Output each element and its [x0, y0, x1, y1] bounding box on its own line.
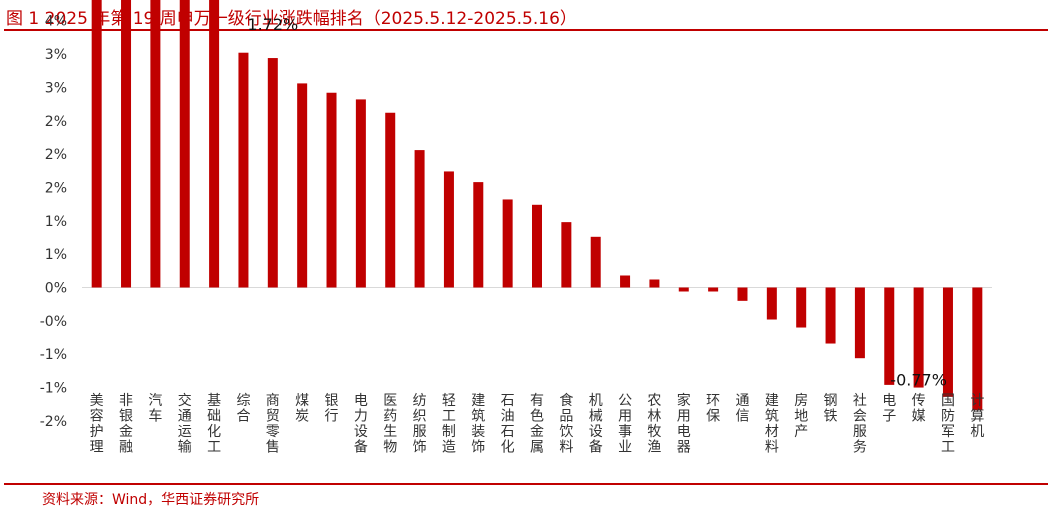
bar-10: [355, 99, 366, 288]
bar-24: [766, 287, 777, 320]
category-label: 轻工制造: [442, 393, 456, 456]
y-tick-label: 2%: [45, 114, 67, 130]
category-label: 医药生物: [383, 393, 397, 456]
bar-12: [414, 150, 425, 288]
source-note: 资料来源：Wind，华西证券研究所: [42, 492, 260, 508]
bar-20: [649, 279, 660, 288]
category-label: 交通运输: [178, 392, 192, 456]
bar-31: [972, 287, 983, 411]
bar-15: [502, 199, 513, 288]
category-label: 煤炭: [295, 393, 309, 425]
bar-27: [854, 287, 865, 359]
bar-9: [326, 92, 337, 288]
category-label: 环保: [706, 393, 720, 425]
bar-1: [91, 0, 102, 288]
y-tick-label: -0%: [40, 314, 67, 330]
category-label: 食品饮料: [559, 392, 573, 456]
category-label: 电子: [882, 393, 896, 425]
bar-13: [443, 171, 454, 288]
bar-4: [179, 0, 190, 288]
y-tick-label: 2%: [45, 147, 67, 163]
bar-17: [561, 222, 572, 288]
bar-3: [150, 0, 161, 288]
y-tick-label: -1%: [40, 347, 67, 363]
bar-29: [913, 287, 924, 388]
y-tick-label: 0%: [45, 281, 67, 297]
bar-19: [620, 275, 631, 288]
bar-7: [267, 58, 278, 288]
category-label: 基础化工: [207, 392, 221, 456]
category-label: 农林牧渔: [647, 393, 661, 456]
bar-18: [590, 236, 601, 288]
category-label: 建筑材料: [765, 393, 779, 456]
category-label: 石油石化: [501, 393, 515, 456]
y-tick-label: 3%: [45, 47, 67, 63]
data-label: -0.77%: [890, 371, 947, 390]
category-label: 美容护理: [90, 393, 104, 456]
bar-25: [796, 287, 807, 328]
y-tick-label: 1%: [45, 214, 67, 230]
y-axis-ticks: -2% -1% -1% -0% 0% 1% 1% 2% 2% 2% 3% 3% 4%: [40, 14, 67, 430]
category-label: 商贸零售: [266, 393, 280, 456]
category-label: 房地产: [794, 393, 808, 440]
bar-26: [825, 287, 836, 344]
bar-23: [737, 287, 748, 301]
category-label: 机械设备: [589, 393, 603, 456]
bar-14: [473, 182, 484, 288]
bar-6: [238, 52, 249, 288]
category-label: 电力设备: [354, 393, 368, 456]
category-label: 公用事业: [618, 393, 632, 456]
bars: [91, 0, 983, 411]
category-label: 钢铁: [824, 393, 838, 425]
y-tick-label: 3%: [45, 80, 67, 96]
bar-16: [532, 204, 542, 288]
bar-28: [884, 287, 895, 385]
bar-5: [209, 0, 220, 288]
category-label: 计算机: [970, 393, 984, 440]
bottom-divider: [4, 483, 1048, 485]
category-label: 综合: [236, 393, 250, 425]
category-label: 传媒: [912, 393, 926, 425]
y-tick-label: -2%: [40, 414, 67, 430]
figure-title: 图 1 2025 年第 19 周申万一级行业涨跌幅排名（2025.5.12-20…: [6, 9, 577, 29]
category-label: 建筑装饰: [471, 393, 485, 456]
category-label: 非银金融: [119, 393, 133, 456]
bar-8: [297, 83, 308, 288]
category-label: 银行: [325, 393, 339, 425]
bar-30: [942, 287, 953, 397]
category-label: 通信: [735, 393, 749, 425]
bar-2: [121, 0, 132, 288]
y-tick-label: 1%: [45, 247, 67, 263]
y-tick-label: -1%: [40, 381, 67, 397]
category-label: 国防军工: [941, 393, 955, 456]
data-label: 1.72%: [247, 15, 298, 34]
category-label: 汽车: [148, 393, 162, 425]
data-labels: 1.72% -0.77%: [247, 15, 947, 389]
bar-21: [678, 287, 689, 292]
y-tick-label: 2%: [45, 180, 67, 196]
y-tick-label: 4%: [45, 14, 67, 30]
top-divider: [4, 29, 1048, 31]
bar-11: [385, 112, 396, 288]
category-label: 家用电器: [677, 392, 691, 456]
bar-22: [708, 287, 719, 292]
category-label: 社会服务: [853, 393, 867, 456]
category-label: 有色金属: [530, 393, 544, 456]
category-label: 纺织服饰: [413, 393, 427, 456]
